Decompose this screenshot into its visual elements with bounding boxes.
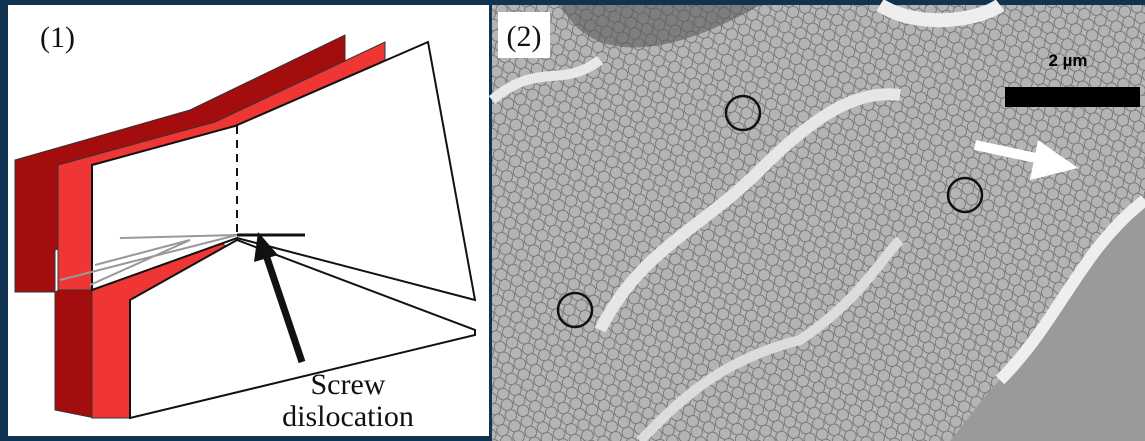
panel-diagram: (1) Screw dislocation: [8, 5, 489, 436]
panel-label: (2): [507, 20, 542, 53]
annotation-line: Screw: [311, 368, 386, 401]
panel-label: (1): [40, 21, 75, 54]
figure: (1) Screw dislocation 2 µm (2): [0, 0, 1145, 441]
page: (1) Screw dislocation 2 µm (2) (() => { …: [0, 0, 1145, 441]
annotation-line: dislocation: [282, 400, 414, 433]
scale-bar-label: 2 µm: [1048, 51, 1087, 70]
scale-bar: [1005, 87, 1140, 107]
panel-micrograph: 2 µm (2): [492, 5, 1145, 441]
